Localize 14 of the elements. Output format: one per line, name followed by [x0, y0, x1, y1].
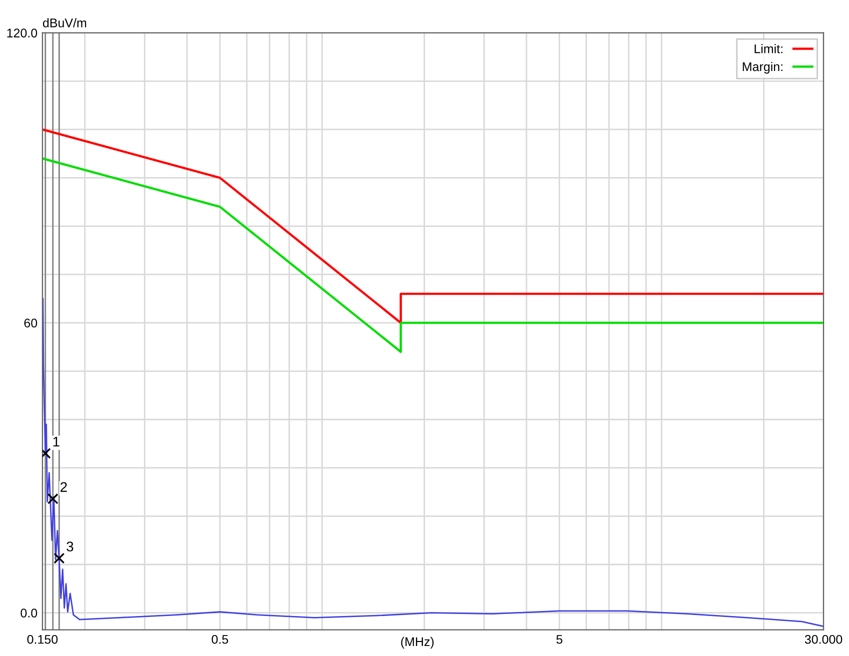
legend-label: Margin: — [742, 62, 782, 74]
x-axis-title: (MHz) — [401, 636, 434, 649]
annotation: 1 — [53, 436, 60, 446]
y-axis-title: dBuV/m — [42, 18, 86, 28]
x-tick-label: 0.150 — [27, 634, 58, 644]
legend-label: Limit: — [754, 44, 782, 54]
x-tick-label: 0.5 — [212, 634, 228, 644]
annotation: 3 — [66, 542, 74, 552]
y-tick-label: 120.0 — [7, 28, 38, 38]
x-tick-label: 30.000 — [804, 634, 842, 644]
annotation: 2 — [60, 482, 67, 492]
y-tick-label: 0.0 — [20, 608, 38, 618]
x-tick-label: 5 — [556, 635, 562, 644]
y-tick-label: 60 — [24, 318, 38, 328]
